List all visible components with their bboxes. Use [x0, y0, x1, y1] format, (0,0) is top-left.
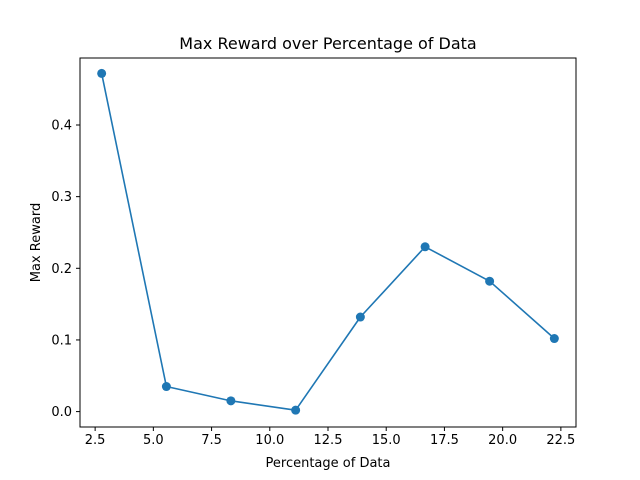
y-axis-label: Max Reward — [29, 203, 44, 282]
y-tick-label: 0.0 — [51, 405, 72, 420]
y-tick-label: 0.2 — [51, 262, 72, 277]
x-tick-label: 17.5 — [430, 433, 459, 448]
x-tick-label: 2.5 — [85, 433, 106, 448]
plot-area — [80, 58, 576, 427]
data-point — [420, 242, 430, 252]
data-point — [485, 276, 495, 286]
x-tick-label: 7.5 — [201, 433, 222, 448]
data-point — [161, 382, 171, 392]
data-point — [291, 405, 301, 415]
y-tick-label: 0.4 — [51, 118, 72, 133]
y-tick-label: 0.3 — [51, 190, 72, 205]
data-point — [97, 68, 107, 78]
series-layer — [97, 68, 559, 415]
y-axis-ticks: 0.0 0.1 0.2 0.3 0.4 — [51, 118, 80, 420]
x-tick-label: 5.0 — [143, 433, 164, 448]
y-tick-label: 0.1 — [51, 333, 72, 348]
x-tick-label: 12.5 — [314, 433, 343, 448]
data-point — [549, 334, 559, 344]
x-tick-label: 15.0 — [372, 433, 401, 448]
x-axis-label: Percentage of Data — [266, 456, 391, 471]
series-line — [100, 73, 555, 411]
x-axis-ticks: 2.5 5.0 7.5 10.0 12.5 15.0 17.5 20.0 22.5 — [85, 427, 575, 448]
x-tick-label: 22.5 — [546, 433, 575, 448]
data-point — [355, 312, 365, 322]
x-tick-label: 10.0 — [255, 433, 284, 448]
plot-frame — [79, 57, 577, 428]
chart-title: Max Reward over Percentage of Data — [179, 34, 476, 53]
x-tick-label: 20.0 — [488, 433, 517, 448]
data-point — [226, 396, 236, 406]
